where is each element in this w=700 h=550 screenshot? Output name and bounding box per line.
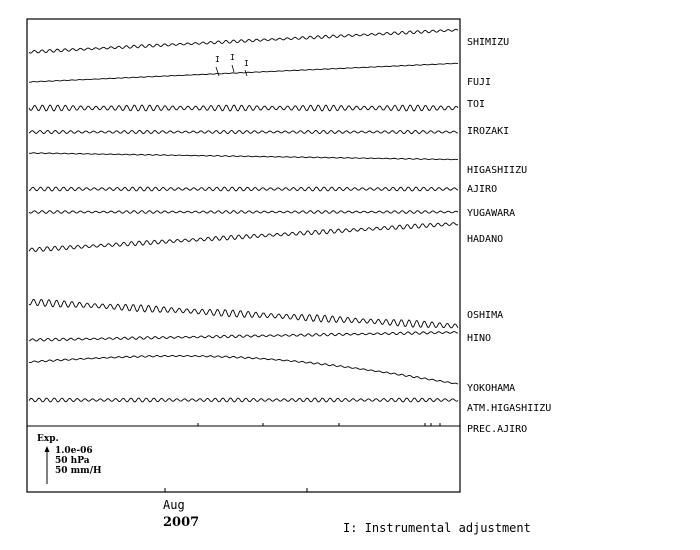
adjustment-marker-0: I (215, 55, 220, 64)
series-line-oshima (28, 298, 459, 329)
adjustment-step-0 (215, 66, 220, 77)
series-label-ajiro: AJIRO (467, 184, 497, 195)
adjustment-marker-2: I (244, 59, 249, 68)
series-line-fuji (28, 62, 459, 83)
series-label-prec-ajiro: PREC.AJIRO (467, 424, 527, 435)
series-line-hadano (28, 222, 459, 252)
scale-legend-precip: 50 mm/H (55, 466, 102, 476)
series-line-atm-higashiizu (28, 397, 459, 403)
series-label-atm-higashiizu: ATM.HIGASHIIZU (467, 403, 551, 414)
plot-frame (26, 18, 461, 493)
series-line-irozaki (28, 129, 459, 135)
series-label-toi: TOI (467, 99, 485, 110)
scale-arrow-head (44, 446, 50, 452)
series-labels: SHIMIZU FUJI TOI IROZAKI HIGASHIIZU AJIRO YUGA… (467, 37, 551, 435)
series-label-hino: HINO (467, 333, 491, 344)
series-label-hadano: HADANO (467, 234, 503, 245)
series-line-ajiro (28, 186, 459, 192)
series-line-higashiizu (28, 152, 459, 161)
x-tick-label-aug: Aug (163, 498, 185, 512)
series-lines (28, 28, 459, 427)
series-label-fuji: FUJI (467, 77, 491, 88)
series-label-irozaki: IROZAKI (467, 126, 509, 137)
series-label-yokohama: YOKOHAMA (467, 383, 515, 394)
series-label-oshima: OSHIMA (467, 310, 503, 321)
scale-legend-strain: 1.0e-06 (55, 446, 93, 456)
series-line-yugawara (28, 210, 459, 214)
instrumental-note: I: Instrumental adjustment (343, 521, 531, 535)
scale-legend-title: Exp. (37, 434, 59, 444)
adjustment-step-1 (231, 64, 235, 73)
series-label-shimizu: SHIMIZU (467, 37, 509, 48)
adjustment-step-2 (244, 69, 248, 77)
series-label-higashiizu: HIGASHIIZU (467, 165, 527, 176)
series-label-yugawara: YUGAWARA (467, 208, 515, 219)
scale-legend-pressure: 50 hPa (55, 456, 90, 466)
adjustment-marker-1: I (230, 53, 235, 62)
series-line-shimizu (28, 28, 459, 54)
series-line-hino (28, 331, 459, 342)
series-line-yokohama (28, 354, 459, 385)
series-line-toi (28, 104, 459, 112)
adjustment-markers: I II (215, 53, 249, 77)
x-year-label: 2007 (163, 515, 199, 530)
